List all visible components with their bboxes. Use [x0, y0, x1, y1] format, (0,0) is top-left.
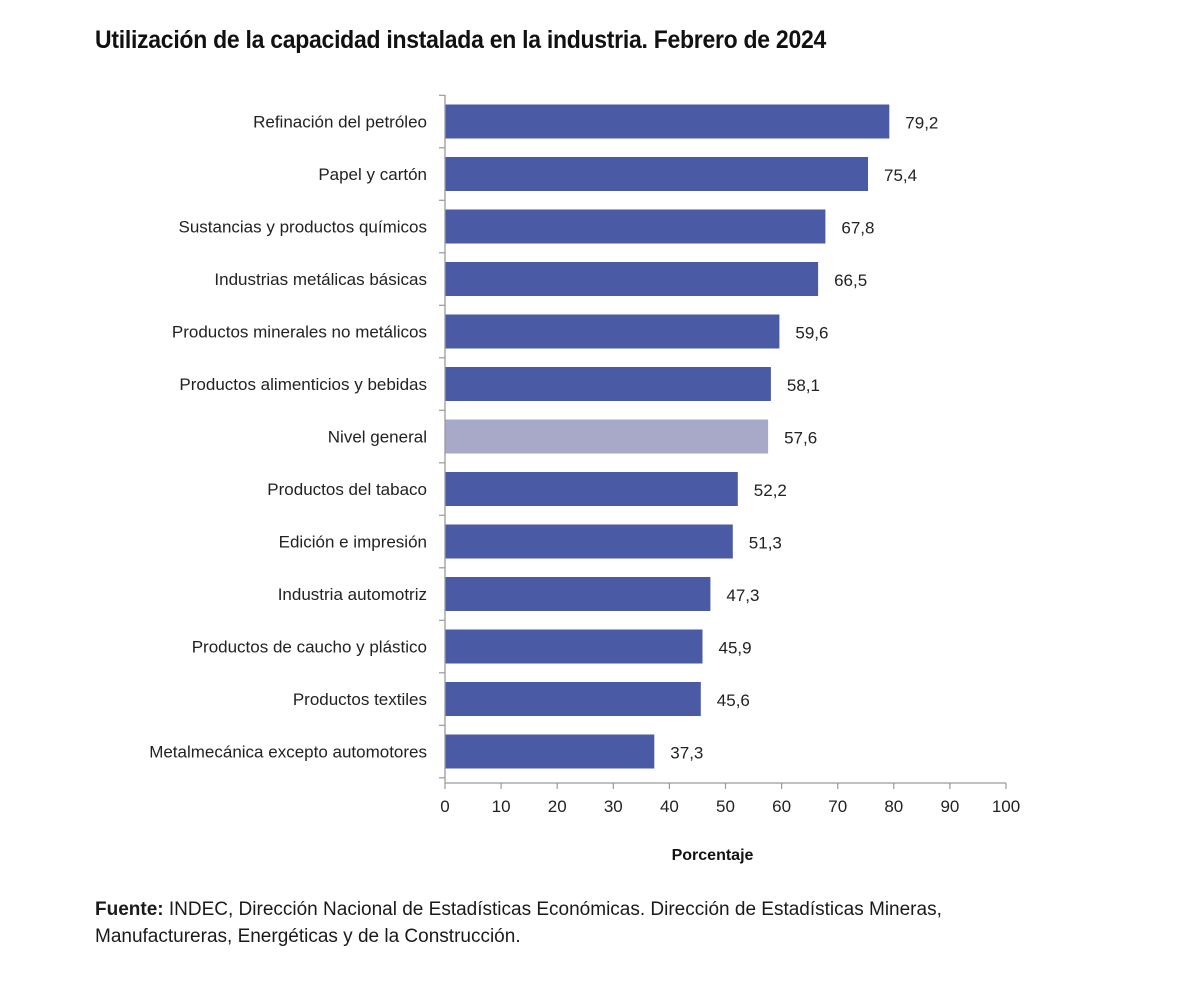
category-label: Productos del tabaco [267, 480, 427, 499]
x-tick-label: 90 [940, 797, 959, 816]
category-label: Edición e impresión [279, 533, 427, 552]
bar [445, 682, 701, 716]
bar [445, 472, 738, 506]
x-tick-label: 80 [884, 797, 903, 816]
bar [445, 367, 771, 401]
bar-chart: Refinación del petróleo 79,2 Papel y cartó… [149, 94, 1020, 864]
bar [445, 314, 780, 349]
data-label: 47,3 [726, 586, 759, 605]
source-label: Fuente: [95, 899, 164, 920]
data-label: 58,1 [787, 376, 820, 395]
data-label: 52,2 [754, 481, 787, 500]
bar [445, 262, 819, 296]
bar [445, 104, 890, 139]
data-label: 45,9 [719, 639, 752, 658]
category-label: Productos alimenticios y bebidas [179, 375, 427, 394]
category-label: Industria automotriz [278, 585, 427, 604]
x-tick-label: 0 [440, 797, 449, 816]
x-tick-label: 40 [660, 797, 679, 816]
category-label: Metalmecánica excepto automotores [149, 743, 427, 762]
data-label: 57,6 [784, 429, 817, 448]
category-label: Papel y cartón [318, 165, 427, 184]
bar [445, 209, 826, 244]
category-label: Productos minerales no metálicos [172, 323, 427, 342]
category-label: Industrias metálicas básicas [214, 270, 427, 289]
x-tick-label: 70 [828, 797, 847, 816]
x-tick-label: 30 [604, 797, 623, 816]
bar [445, 629, 703, 664]
x-tick-label: 50 [716, 797, 735, 816]
data-label: 79,2 [905, 114, 938, 133]
data-label: 67,8 [841, 219, 874, 238]
x-tick-label: 60 [772, 797, 791, 816]
x-tick-label: 20 [548, 797, 567, 816]
data-label: 37,3 [670, 744, 703, 763]
bar [445, 524, 733, 559]
data-label: 59,6 [795, 324, 828, 343]
category-label: Sustancias y productos químicos [178, 218, 427, 237]
category-label: Productos textiles [293, 690, 427, 709]
bar [445, 577, 711, 611]
chart-title: Utilización de la capacidad instalada en… [95, 26, 826, 54]
data-label: 75,4 [884, 166, 917, 185]
x-tick-label: 10 [492, 797, 511, 816]
category-label: Refinación del petróleo [253, 113, 427, 132]
data-label: 51,3 [749, 534, 782, 553]
data-label: 45,6 [717, 691, 750, 710]
x-axis-title: Porcentaje [672, 847, 754, 864]
category-label: Productos de caucho y plástico [192, 638, 427, 657]
bar [445, 734, 655, 769]
x-tick-label: 100 [992, 797, 1020, 816]
bar [445, 157, 868, 191]
source-text: INDEC, Dirección Nacional de Estadística… [95, 899, 942, 947]
bar-highlight [445, 419, 769, 454]
source-note: Fuente: INDEC, Dirección Nacional de Est… [95, 896, 1055, 950]
data-label: 66,5 [834, 271, 867, 290]
category-label: Nivel general [328, 428, 427, 447]
